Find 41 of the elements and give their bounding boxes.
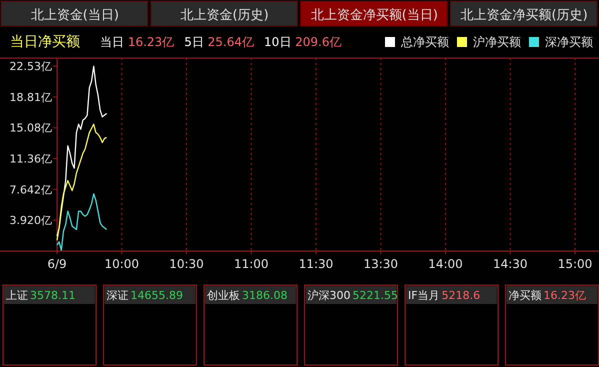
x-tick-label: 11:00	[234, 257, 269, 271]
text: 深证	[106, 289, 128, 302]
x-tick-label: 6/9	[47, 257, 67, 271]
text: 14655.89	[130, 289, 183, 302]
x-tick-label: 15:00	[558, 257, 592, 271]
y-tick-label: 11.36亿	[10, 152, 52, 166]
x-tick-label: 13:30	[363, 257, 398, 271]
y-tick-label: 15.08亿	[10, 122, 52, 135]
legend-label: 深净买额	[545, 35, 593, 49]
line-series	[56, 66, 108, 237]
text: IF当月	[408, 289, 440, 302]
legend-label: 沪净买额	[473, 35, 521, 49]
x-tick-label: 14:30	[492, 257, 528, 271]
text: 10日 209.6亿	[264, 35, 342, 49]
y-tick-label: 22.53亿	[10, 60, 52, 74]
text: 上证	[6, 289, 28, 302]
chart-title: 当日净买额	[10, 34, 80, 50]
x-tick-label: 14:00	[428, 257, 463, 271]
text: 北上资金(当日)	[30, 8, 119, 23]
legend-label: 总净买额	[400, 35, 449, 49]
text: 16.23亿	[544, 289, 586, 302]
line-series	[56, 124, 108, 241]
x-tick-label: 10:00	[104, 257, 140, 271]
y-tick-label: 3.920亿	[10, 214, 52, 228]
text: 当日 16.23亿	[100, 35, 174, 49]
text: 创业板	[207, 289, 240, 302]
x-tick-label: 11:30	[298, 257, 334, 271]
text: 北上资金净买额(历史)	[460, 8, 588, 23]
y-tick-label: 18.81亿	[10, 90, 52, 104]
text: 北上资金(历史)	[180, 8, 269, 23]
text: 3578.11	[30, 289, 76, 302]
x-tick-label: 10:30	[169, 257, 204, 271]
text: 5221.55	[352, 289, 398, 302]
text: 北上资金净买额(当日)	[310, 8, 438, 23]
text: 净买额	[508, 289, 542, 302]
text: 沪深300	[308, 289, 350, 302]
text: 5日 25.64亿	[184, 35, 254, 49]
text: 5218.6	[442, 289, 480, 302]
y-tick-label: 7.642亿	[10, 183, 52, 196]
text: 3186.08	[242, 289, 288, 302]
line-series	[56, 193, 108, 251]
